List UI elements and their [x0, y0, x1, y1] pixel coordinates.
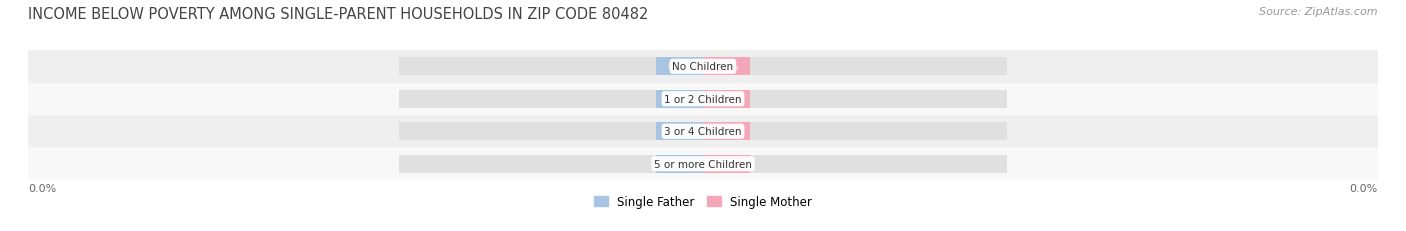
Legend: Single Father, Single Mother: Single Father, Single Mother	[592, 193, 814, 210]
Bar	[703, 58, 751, 76]
Text: 5 or more Children: 5 or more Children	[654, 159, 752, 169]
Bar	[399, 58, 1007, 76]
Text: Source: ZipAtlas.com: Source: ZipAtlas.com	[1260, 7, 1378, 17]
Bar	[0, 51, 1406, 83]
Text: 1 or 2 Children: 1 or 2 Children	[664, 94, 742, 104]
Text: 3 or 4 Children: 3 or 4 Children	[664, 127, 742, 137]
Text: No Children: No Children	[672, 62, 734, 72]
Text: 0.0%: 0.0%	[714, 94, 738, 104]
Bar	[0, 148, 1406, 180]
Bar	[399, 155, 1007, 173]
Bar	[655, 155, 703, 173]
Text: 0.0%: 0.0%	[1350, 183, 1378, 193]
Text: 0.0%: 0.0%	[668, 159, 692, 169]
Bar	[703, 123, 751, 140]
Text: 0.0%: 0.0%	[668, 127, 692, 137]
Bar	[655, 58, 703, 76]
Bar	[655, 123, 703, 140]
Bar	[0, 83, 1406, 116]
Bar	[0, 116, 1406, 148]
Text: INCOME BELOW POVERTY AMONG SINGLE-PARENT HOUSEHOLDS IN ZIP CODE 80482: INCOME BELOW POVERTY AMONG SINGLE-PARENT…	[28, 7, 648, 22]
Text: 0.0%: 0.0%	[28, 183, 56, 193]
Text: 0.0%: 0.0%	[668, 62, 692, 72]
Text: 0.0%: 0.0%	[714, 127, 738, 137]
Text: 0.0%: 0.0%	[668, 94, 692, 104]
Text: 0.0%: 0.0%	[714, 62, 738, 72]
Text: 0.0%: 0.0%	[714, 159, 738, 169]
Bar	[399, 90, 1007, 108]
Bar	[703, 155, 751, 173]
Bar	[703, 90, 751, 108]
Bar	[655, 90, 703, 108]
Bar	[399, 123, 1007, 140]
